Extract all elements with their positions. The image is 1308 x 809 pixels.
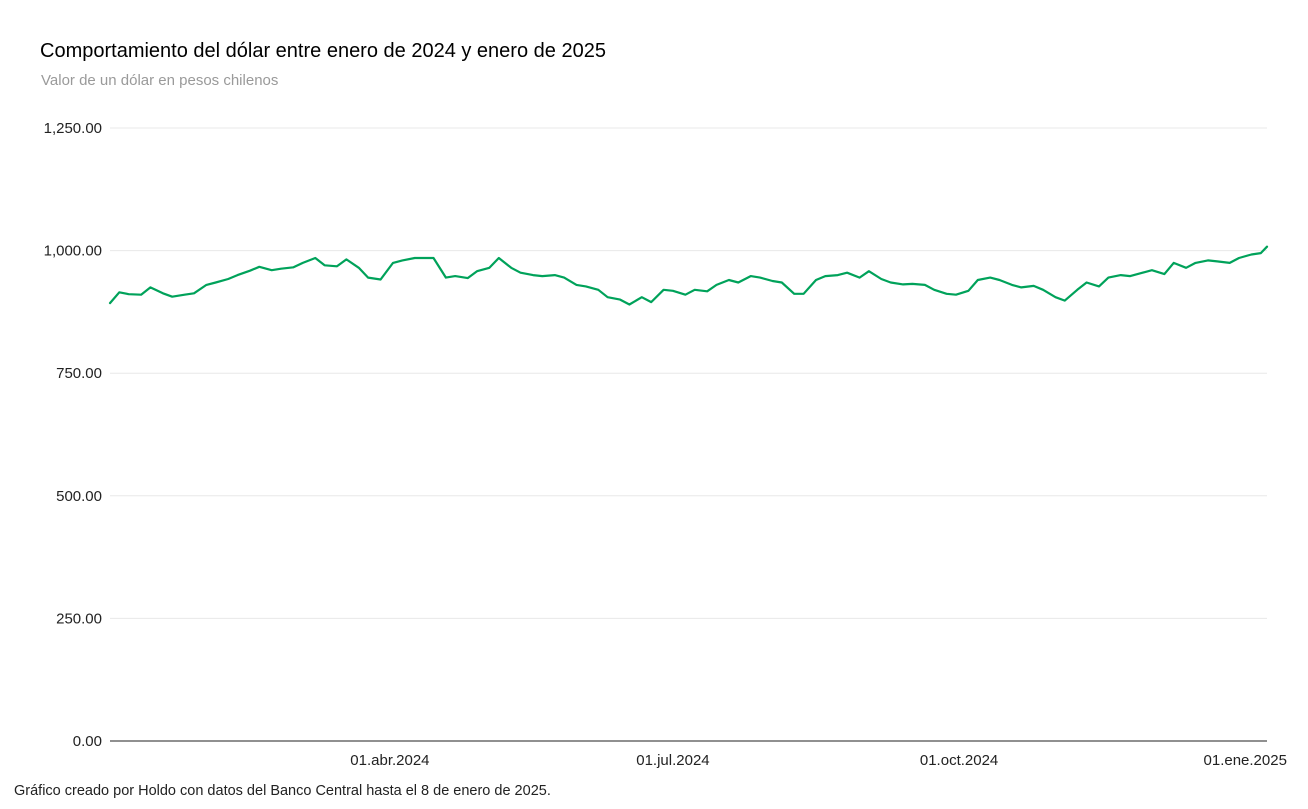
y-tick-label: 0.00	[73, 733, 102, 750]
x-tick-label: 01.abr.2024	[350, 752, 429, 769]
x-tick-label: 01.ene.2025	[1204, 752, 1287, 769]
x-tick-label: 01.jul.2024	[636, 752, 709, 769]
y-axis-labels: 0.00 250.00 500.00 750.00 1,000.00 1,250.00	[44, 120, 102, 750]
y-tick-label: 1,250.00	[44, 120, 102, 137]
series-line-usd-clp	[108, 245, 1269, 306]
y-tick-label: 750.00	[56, 365, 102, 382]
y-tick-label: 250.00	[56, 610, 102, 627]
chart-title: Comportamiento del dólar entre enero de …	[40, 40, 606, 62]
chart-subtitle: Valor de un dólar en pesos chilenos	[41, 72, 279, 89]
y-tick-label: 1,000.00	[44, 243, 102, 260]
x-tick-label: 01.oct.2024	[920, 752, 998, 769]
gridlines	[110, 127, 1267, 619]
chart-footnote: Gráfico creado por Holdo con datos del B…	[14, 783, 551, 799]
x-axis-labels: 01.abr.2024 01.jul.2024 01.oct.2024 01.ene.…	[350, 752, 1287, 769]
y-tick-label: 500.00	[56, 488, 102, 505]
